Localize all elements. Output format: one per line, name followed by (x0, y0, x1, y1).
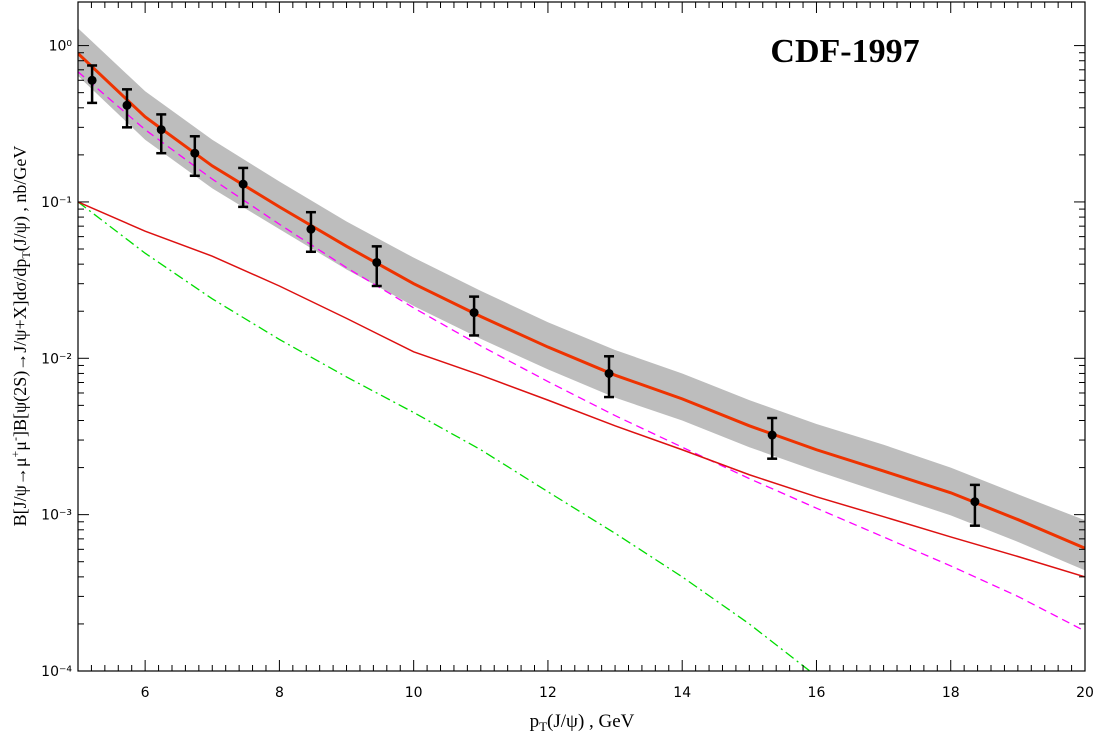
data-point (306, 224, 316, 234)
x-axis-label: pT(J/ψ) , GeV (530, 711, 635, 734)
y-tick-label: 10⁻¹ (41, 195, 72, 211)
data-point (372, 257, 382, 267)
uncertainty-band (78, 28, 1085, 571)
data-point (156, 125, 166, 135)
data-point (87, 75, 97, 85)
x-tick-label: 14 (673, 685, 691, 701)
data-point (604, 368, 614, 378)
x-tick-label: 12 (539, 685, 557, 701)
x-tick-label: 10 (405, 685, 423, 701)
curve (78, 71, 1085, 632)
y-axis-label: B[J/ψ→μ+μ-]B[ψ(2S)→J/ψ+X]dσ/dpT(J/ψ) , n… (8, 146, 33, 527)
data-point (238, 179, 248, 189)
x-tick-label: 6 (141, 685, 150, 701)
x-tick-label: 16 (808, 685, 826, 701)
plot-area (78, 28, 1085, 671)
data-point (122, 100, 132, 110)
x-tick-label: 20 (1076, 685, 1094, 701)
data-point (767, 430, 777, 440)
data-point (190, 148, 200, 158)
y-tick-label: 10⁻⁴ (41, 664, 72, 680)
data-point (469, 308, 479, 318)
frame (77, 1, 1086, 672)
y-tick-label: 10⁰ (49, 39, 73, 55)
y-tick-label: 10⁻³ (41, 508, 72, 524)
curve (78, 201, 1085, 578)
curve (78, 201, 811, 671)
data-point (970, 497, 980, 507)
x-tick-label: 18 (942, 685, 960, 701)
x-tick-label: 8 (275, 685, 284, 701)
y-tick-label: 10⁻² (41, 351, 72, 367)
annotation: CDF-1997 (770, 33, 919, 70)
